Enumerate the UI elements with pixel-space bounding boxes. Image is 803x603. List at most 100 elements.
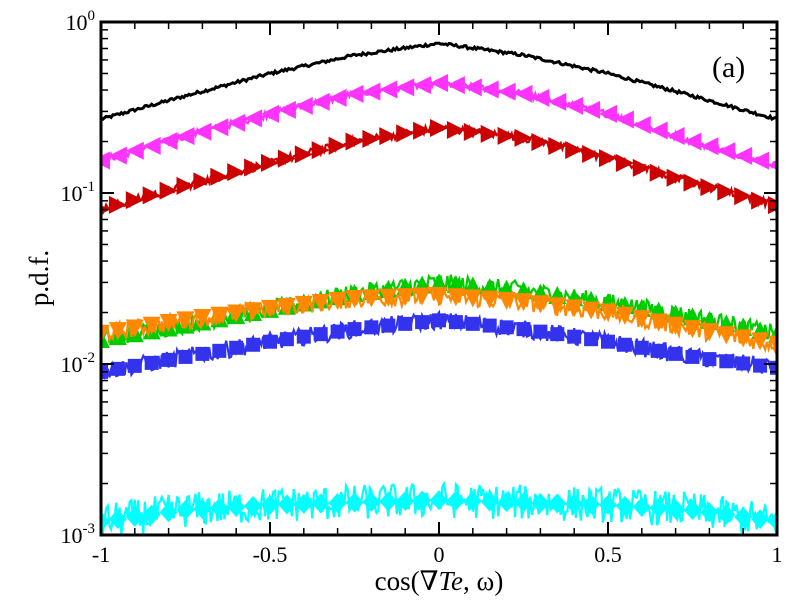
marker-magenta [277, 100, 296, 119]
series-magenta [101, 73, 777, 170]
ticks-layer [100, 21, 778, 536]
x-tick-label: 0 [434, 542, 445, 567]
marker-blue [516, 322, 531, 337]
series-orange [101, 284, 777, 356]
marker-red [193, 172, 212, 191]
marker-magenta [463, 78, 482, 97]
marker-red [615, 154, 634, 173]
series-blue [101, 309, 777, 380]
x-tick-label: -0.5 [253, 542, 288, 567]
marker-red [446, 120, 465, 139]
x-tick-label: 0.5 [594, 542, 622, 567]
marker-orange [632, 310, 651, 329]
marker-cyan [176, 500, 195, 521]
marker-cyan [480, 491, 499, 512]
panel-annotation: (a) [712, 51, 745, 84]
marker-red [480, 124, 499, 143]
marker-cyan [227, 496, 246, 517]
marker-magenta [227, 113, 246, 132]
marker-magenta [108, 146, 127, 165]
marker-blue [347, 322, 362, 337]
marker-cyan [599, 494, 617, 515]
marker-orange [328, 291, 347, 310]
marker-orange [717, 326, 736, 345]
marker-magenta [514, 84, 533, 103]
marker-blue [279, 332, 294, 347]
marker-cyan [649, 497, 668, 518]
marker-orange [311, 293, 330, 312]
marker-blue [465, 316, 480, 331]
x-axis-label-part-2: Te [439, 566, 464, 596]
marker-cyan [666, 498, 685, 519]
marker-cyan [531, 492, 550, 513]
marker-orange [463, 289, 482, 308]
marker-orange [142, 316, 161, 335]
marker-blue [702, 352, 717, 367]
marker-cyan [632, 496, 651, 517]
marker-cyan [396, 491, 415, 512]
marker-orange [565, 299, 584, 318]
marker-cyan [430, 490, 448, 511]
series-black [101, 41, 777, 122]
marker-cyan [463, 491, 482, 512]
marker-blue [381, 318, 396, 333]
marker-cyan [751, 509, 770, 530]
marker-blue [617, 337, 632, 352]
marker-magenta [683, 132, 702, 151]
marker-blue [736, 356, 751, 371]
marker-magenta [294, 96, 313, 115]
series-cyan [101, 480, 777, 535]
marker-blue [212, 343, 227, 358]
marker-cyan [294, 493, 313, 514]
x-axis-label: cos(∇Te, ω) [375, 566, 504, 596]
marker-blue [330, 324, 345, 339]
marker-cyan [362, 491, 381, 512]
marker-red [514, 128, 533, 147]
y-tick-label: 10-2 [61, 350, 96, 377]
marker-cyan [615, 495, 634, 516]
marker-blue [550, 327, 565, 342]
marker-magenta [413, 76, 432, 95]
marker-blue [668, 346, 683, 361]
marker-magenta [599, 104, 617, 123]
marker-red [142, 186, 161, 205]
marker-red [683, 173, 702, 192]
marker-red [565, 141, 584, 160]
marker-orange [413, 287, 432, 306]
marker-orange [582, 301, 601, 320]
marker-cyan [345, 492, 364, 513]
marker-magenta [666, 127, 685, 146]
marker-magenta [379, 80, 398, 99]
marker-red [362, 129, 381, 148]
marker-blue [229, 340, 244, 355]
marker-cyan [446, 490, 465, 511]
marker-orange [446, 288, 465, 307]
marker-orange [683, 320, 702, 339]
marker-orange [159, 314, 178, 333]
marker-orange [261, 299, 279, 318]
marker-magenta [565, 96, 584, 115]
marker-blue [263, 334, 277, 349]
marker-orange [497, 291, 516, 310]
marker-red [413, 121, 432, 140]
marker-cyan [261, 494, 279, 515]
marker-magenta [480, 80, 499, 99]
y-tick-label: 100 [66, 8, 96, 35]
marker-red [463, 122, 482, 141]
marker-blue [499, 320, 514, 335]
marker-magenta [311, 92, 330, 111]
marker-blue [432, 313, 446, 328]
marker-magenta [396, 78, 415, 97]
marker-blue [685, 349, 700, 364]
marker-red [345, 132, 364, 151]
marker-magenta [261, 104, 279, 123]
marker-magenta [582, 100, 601, 119]
marker-red [125, 191, 144, 210]
marker-blue [195, 346, 210, 361]
marker-blue [584, 332, 599, 347]
marker-cyan [683, 500, 702, 521]
marker-magenta [362, 82, 381, 101]
marker-magenta [531, 88, 550, 107]
marker-red [700, 178, 719, 197]
marker-orange [768, 335, 777, 354]
